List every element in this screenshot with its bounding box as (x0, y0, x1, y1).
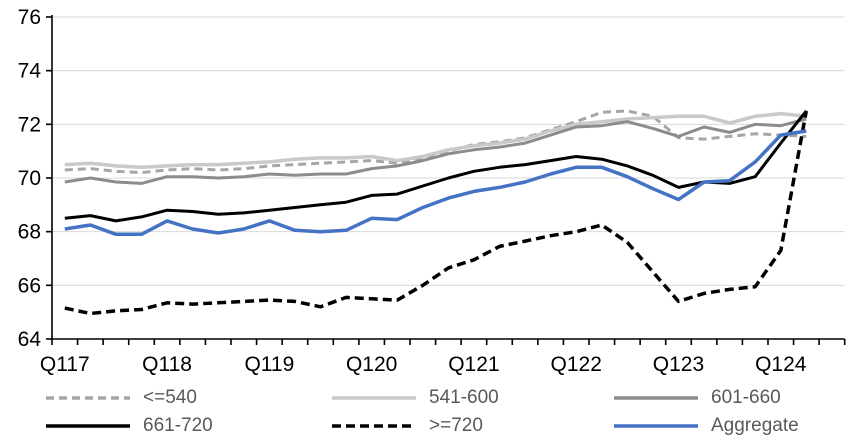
legend-label: 661-720 (143, 415, 213, 436)
legend-label: 541-600 (429, 387, 499, 408)
y-tick-label: 64 (18, 328, 42, 351)
legend-line-661-720-icon (46, 424, 130, 428)
legend-line-le540-icon (46, 396, 130, 400)
x-tick-label: Q117 (40, 353, 90, 376)
legend-label: Aggregate (711, 415, 799, 436)
y-tick-label: 72 (18, 113, 41, 136)
legend-line-601-660-icon (614, 396, 698, 400)
legend-line-541-600-icon (332, 396, 416, 400)
x-tick-label: Q118 (142, 353, 192, 376)
legend-item-le540: <=540 (46, 387, 197, 409)
x-tick-label: Q122 (551, 353, 602, 376)
series-line->=720 (64, 110, 809, 316)
series-line-Aggregate (64, 129, 807, 237)
legend-item-541-600: 541-600 (332, 387, 499, 409)
legend-item-601-660: 601-660 (614, 387, 781, 409)
x-tick-label: Q119 (244, 353, 294, 376)
x-tick-label: Q121 (448, 353, 499, 376)
legend-line-ge720-icon (332, 424, 416, 428)
series-line-661-720 (64, 109, 808, 223)
y-tick-label: 68 (18, 221, 41, 244)
x-tick-label: Q123 (653, 353, 704, 376)
x-tick-label: Q120 (346, 353, 397, 376)
legend-label: 601-660 (711, 387, 781, 408)
legend-item-ge720: >=720 (332, 415, 483, 437)
legend-item-aggregate: Aggregate (614, 415, 799, 437)
series-line-<=540 (64, 109, 807, 175)
legend-item-661-720: 661-720 (46, 415, 213, 437)
y-tick-label: 76 (18, 6, 41, 29)
y-tick-label: 74 (18, 60, 42, 83)
series-line-601-660 (64, 117, 807, 185)
legend-label: >=720 (429, 415, 483, 436)
legend-line-aggregate-icon (614, 424, 698, 428)
x-tick-label: Q124 (755, 353, 807, 376)
legend-label: <=540 (143, 387, 197, 408)
y-tick-label: 66 (18, 274, 41, 297)
series-line-541-600 (64, 111, 807, 170)
y-tick-label: 70 (18, 167, 41, 190)
